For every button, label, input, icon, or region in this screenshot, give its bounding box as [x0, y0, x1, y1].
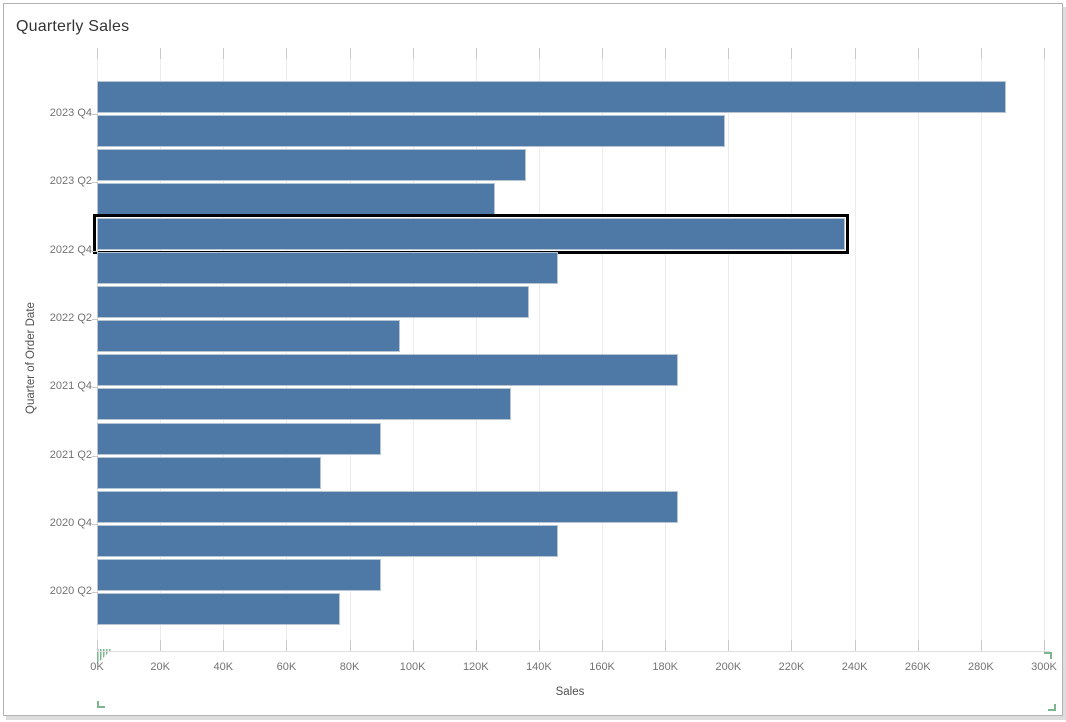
y-axis-tick-2022-q4 [92, 250, 98, 252]
x-axis-label-300K: 300K [1031, 661, 1057, 673]
y-axis-label-2020-q4: 2020 Q4 [49, 516, 92, 529]
bar-2020-q2[interactable] [97, 559, 382, 592]
y-axis-tick-2022-q2 [92, 319, 98, 321]
axis-selection-corner-top-right[interactable] [1044, 652, 1052, 659]
bar-2023-q4[interactable] [97, 81, 1007, 113]
y-axis-label-2022-q4: 2022 Q4 [49, 243, 92, 256]
gridline-180K [665, 48, 667, 651]
bar-2020-q3[interactable] [97, 524, 558, 557]
x-axis-tick-top-100K [412, 48, 414, 59]
x-axis-label-240K: 240K [841, 661, 868, 673]
x-axis-tick-bottom-60K [286, 640, 288, 651]
x-axis-label-280K: 280K [968, 661, 994, 673]
x-axis-tick-top-40K [223, 48, 225, 59]
bar-2023-q2[interactable] [97, 149, 527, 182]
x-axis-tick-top-60K [286, 48, 288, 59]
x-axis-label-60K: 60K [276, 661, 297, 673]
bar-2022-q1[interactable] [97, 320, 401, 353]
gridline-300K [1044, 48, 1045, 651]
x-axis-tick-top-120K [475, 48, 477, 59]
bar-2020-q1[interactable] [97, 593, 341, 626]
bar-2021-q2[interactable] [97, 422, 382, 455]
x-axis-tick-top-80K [349, 48, 351, 59]
x-axis-tick-bottom-20K [160, 640, 162, 651]
gridline-100K [412, 48, 414, 651]
y-axis-title[interactable]: Quarter of Order Date [25, 302, 37, 414]
y-axis-label-2021-q2: 2021 Q2 [49, 448, 92, 461]
x-axis-tick-top-20K [160, 48, 162, 59]
bar-2023-q1[interactable] [97, 183, 495, 216]
chart-title: Quarterly Sales [16, 18, 130, 35]
y-axis-tick-2023-q4 [92, 114, 98, 116]
gridline-240K [854, 48, 856, 651]
bar-2020-q4[interactable] [97, 490, 678, 523]
x-axis-tick-top-180K [665, 48, 667, 59]
gridline-140K [538, 48, 540, 651]
x-axis-label-160K: 160K [589, 661, 615, 673]
x-axis-tick-bottom-0K [97, 640, 98, 651]
x-axis-label-260K: 260K [904, 661, 931, 673]
x-axis-label-220K: 220K [778, 661, 805, 673]
x-axis-label-140K: 140K [526, 661, 552, 673]
x-axis-tick-bottom-300K [1044, 640, 1045, 651]
x-axis-label-180K: 180K [652, 661, 679, 673]
y-axis-label-2020-q2: 2020 Q2 [49, 585, 92, 598]
x-axis-tick-bottom-280K [980, 640, 982, 651]
x-axis-tick-top-240K [854, 48, 856, 59]
axis-selection-corner-bottom-left[interactable] [97, 701, 105, 708]
gridline-200K [728, 48, 730, 651]
x-axis-tick-bottom-200K [728, 640, 730, 651]
x-axis-tick-top-160K [602, 48, 604, 59]
x-axis-label-100K: 100K [399, 661, 426, 673]
x-axis-tick-top-260K [917, 48, 919, 59]
x-axis-tick-top-220K [791, 48, 793, 59]
x-axis-label-40K: 40K [213, 661, 234, 673]
x-axis-tick-top-300K [1044, 48, 1045, 59]
bar-2021-q3[interactable] [97, 388, 511, 421]
gridline-120K [475, 48, 477, 651]
x-axis-label-0K: 0K [90, 661, 104, 673]
x-axis-tick-top-200K [728, 48, 730, 59]
x-axis-tick-top-280K [980, 48, 982, 59]
x-axis-tick-top-140K [538, 48, 540, 59]
x-axis-label-80K: 80K [339, 661, 360, 673]
y-axis-label-2023-q2: 2023 Q2 [49, 175, 92, 188]
x-axis-label-120K: 120K [462, 661, 489, 673]
x-axis-ruler-line [97, 651, 1050, 652]
x-axis-tick-top-0K [97, 48, 98, 59]
gridline-260K [917, 48, 919, 651]
gridline-160K [602, 48, 604, 651]
x-axis-label-200K: 200K [715, 661, 742, 673]
x-axis-tick-bottom-120K [475, 640, 477, 651]
y-axis-label-2021-q4: 2021 Q4 [49, 380, 92, 393]
axis-selection-corner-bottom-right[interactable] [1048, 704, 1056, 711]
x-axis-tick-bottom-240K [854, 640, 856, 651]
x-axis-tick-bottom-80K [349, 640, 351, 651]
gridline-220K [791, 48, 793, 651]
bar-2021-q1[interactable] [97, 456, 322, 489]
x-axis-tick-bottom-160K [602, 640, 604, 651]
y-axis-tick-2021-q2 [92, 455, 98, 457]
x-axis-tick-bottom-260K [917, 640, 919, 651]
y-axis-label-2023-q4: 2023 Q4 [49, 107, 92, 120]
x-axis-tick-bottom-220K [791, 640, 793, 651]
y-axis-tick-2020-q2 [92, 592, 98, 594]
bar-2021-q4[interactable] [97, 354, 678, 387]
gridline-280K [980, 48, 982, 651]
x-axis-tick-bottom-180K [665, 640, 667, 651]
bar-2022-q2[interactable] [97, 285, 530, 318]
y-axis-label-2022-q2: 2022 Q2 [49, 312, 92, 325]
x-axis-title[interactable]: Sales [555, 686, 585, 698]
x-axis-tick-bottom-40K [223, 640, 225, 651]
bar-2023-q3[interactable] [97, 115, 726, 148]
y-axis-tick-2021-q4 [92, 387, 98, 389]
x-axis-tick-bottom-100K [412, 640, 414, 651]
y-axis-tick-2023-q2 [92, 182, 98, 184]
y-axis-tick-2020-q4 [92, 523, 98, 525]
x-axis-tick-bottom-140K [538, 640, 540, 651]
bar-2022-q4[interactable] [92, 213, 850, 254]
bar-2022-q3[interactable] [97, 251, 558, 284]
x-axis-label-20K: 20K [150, 661, 170, 673]
